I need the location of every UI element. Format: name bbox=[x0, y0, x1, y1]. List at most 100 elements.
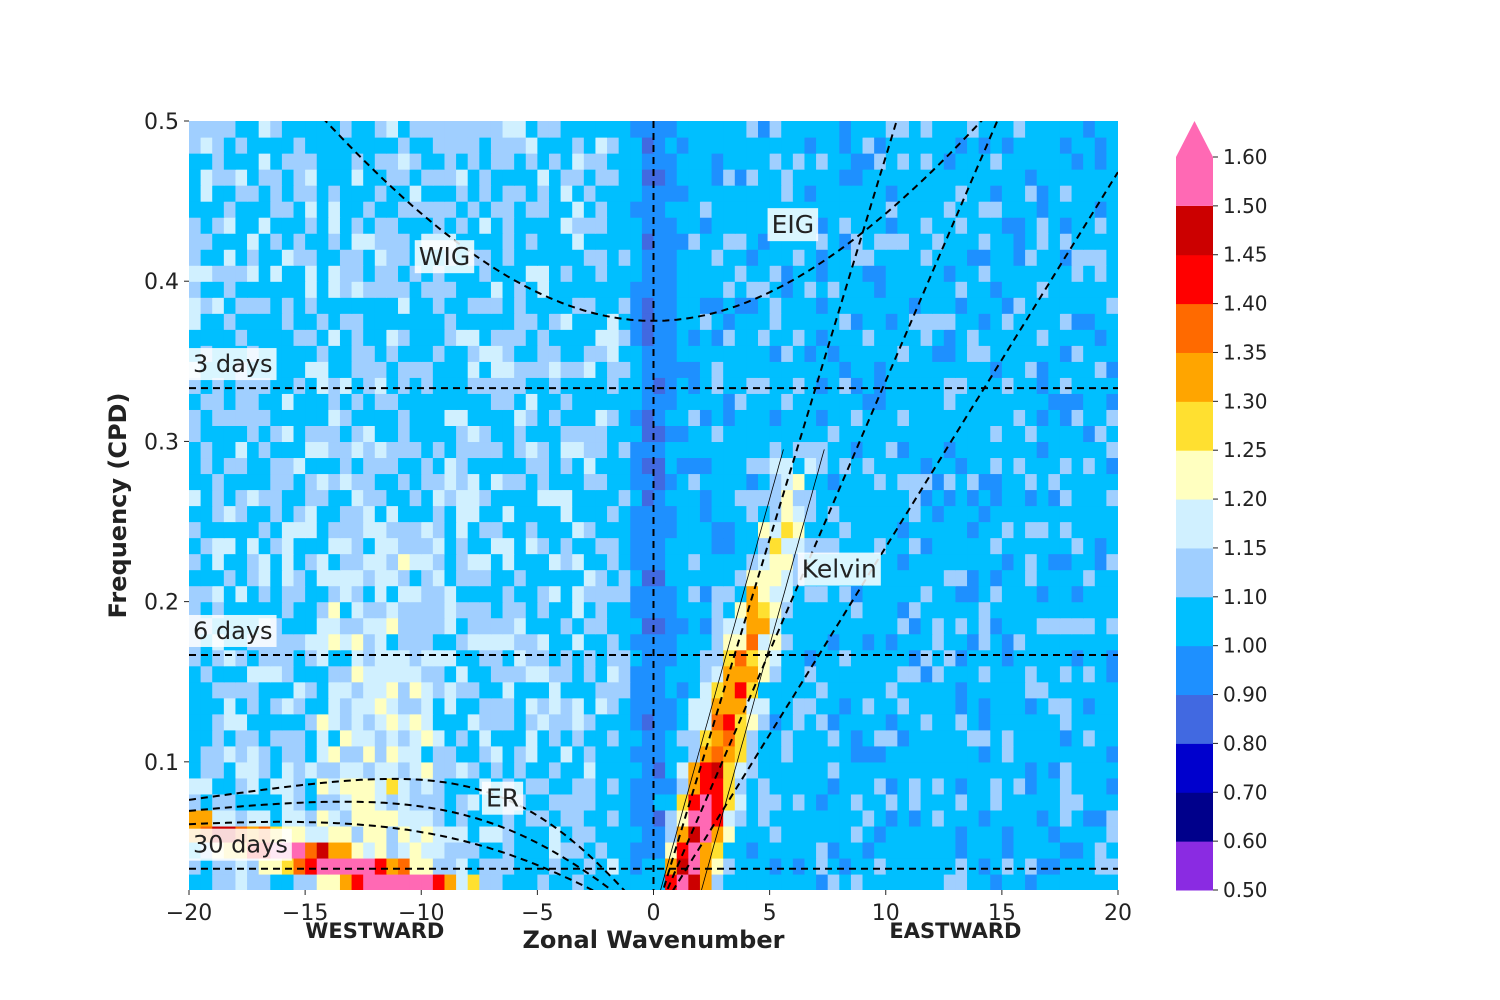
heatmap-cell bbox=[468, 121, 480, 138]
heatmap-cell bbox=[1013, 473, 1025, 490]
heatmap-cell bbox=[584, 570, 596, 587]
heatmap-cell bbox=[793, 762, 805, 779]
heatmap-cell bbox=[654, 281, 666, 298]
heatmap-cell bbox=[235, 538, 247, 555]
heatmap-cell bbox=[386, 714, 398, 731]
heatmap-cell bbox=[1095, 473, 1107, 490]
heatmap-cell bbox=[955, 265, 967, 282]
heatmap-cell bbox=[909, 650, 921, 667]
heatmap-cell bbox=[654, 265, 666, 282]
heatmap-cell bbox=[712, 233, 724, 250]
heatmap-cell bbox=[503, 329, 515, 346]
heatmap-cell bbox=[770, 441, 782, 458]
heatmap-cell bbox=[444, 137, 456, 154]
heatmap-cell bbox=[526, 698, 538, 715]
heatmap-cell bbox=[746, 441, 758, 458]
heatmap-cell bbox=[851, 666, 863, 683]
heatmap-cell bbox=[979, 874, 991, 891]
heatmap-cell bbox=[386, 393, 398, 410]
heatmap-cell bbox=[839, 169, 851, 186]
heatmap-cell bbox=[386, 377, 398, 394]
heatmap-cell bbox=[863, 137, 875, 154]
heatmap-cell bbox=[723, 169, 735, 186]
heatmap-cell bbox=[572, 313, 584, 330]
heatmap-cell bbox=[444, 666, 456, 683]
heatmap-cell bbox=[874, 874, 886, 891]
heatmap-cell bbox=[874, 506, 886, 523]
colorbar-segment bbox=[1176, 499, 1213, 548]
heatmap-cell bbox=[828, 650, 840, 667]
heatmap-cell bbox=[1060, 185, 1072, 202]
heatmap-cell bbox=[340, 345, 352, 362]
heatmap-cell bbox=[503, 137, 515, 154]
heatmap-cell bbox=[456, 457, 468, 474]
heatmap-cell bbox=[1037, 217, 1049, 234]
heatmap-cell bbox=[503, 233, 515, 250]
heatmap-cell bbox=[851, 650, 863, 667]
heatmap-cell bbox=[921, 714, 933, 731]
heatmap-cell bbox=[595, 522, 607, 539]
heatmap-cell bbox=[1072, 345, 1084, 362]
heatmap-cell bbox=[537, 634, 549, 651]
heatmap-cell bbox=[340, 393, 352, 410]
heatmap-cell bbox=[955, 169, 967, 186]
heatmap-cell bbox=[642, 714, 654, 731]
heatmap-cell bbox=[1013, 586, 1025, 603]
colorbar-segment bbox=[1176, 206, 1213, 255]
heatmap-cell bbox=[688, 409, 700, 426]
heatmap-cell bbox=[224, 762, 236, 779]
heatmap-cell bbox=[828, 281, 840, 298]
heatmap-cell bbox=[1037, 457, 1049, 474]
heatmap-cell bbox=[723, 826, 735, 843]
heatmap-cell bbox=[804, 858, 816, 875]
heatmap-cell bbox=[572, 586, 584, 603]
heatmap-cell bbox=[305, 489, 317, 506]
heatmap-cell bbox=[375, 874, 387, 891]
heatmap-cell bbox=[909, 506, 921, 523]
heatmap-cell bbox=[839, 137, 851, 154]
heatmap-cell bbox=[201, 698, 213, 715]
heatmap-cell bbox=[804, 794, 816, 811]
heatmap-cell bbox=[874, 185, 886, 202]
heatmap-cell bbox=[723, 281, 735, 298]
heatmap-cell bbox=[851, 746, 863, 763]
heatmap-cell bbox=[816, 281, 828, 298]
heatmap-cell bbox=[235, 666, 247, 683]
heatmap-cell bbox=[677, 554, 689, 571]
heatmap-cell bbox=[1060, 522, 1072, 539]
heatmap-cell bbox=[282, 249, 294, 266]
heatmap-cell bbox=[967, 345, 979, 362]
heatmap-cell bbox=[642, 506, 654, 523]
heatmap-cell bbox=[352, 874, 364, 891]
heatmap-cell bbox=[468, 714, 480, 731]
heatmap-cell bbox=[247, 698, 259, 715]
heatmap-cell bbox=[1060, 441, 1072, 458]
heatmap-cell bbox=[595, 377, 607, 394]
heatmap-cell bbox=[595, 538, 607, 555]
heatmap-cell bbox=[654, 185, 666, 202]
heatmap-cell bbox=[282, 730, 294, 747]
heatmap-cell bbox=[201, 409, 213, 426]
heatmap-cell bbox=[282, 586, 294, 603]
heatmap-cell bbox=[317, 842, 329, 859]
heatmap-cell bbox=[282, 361, 294, 378]
heatmap-cell bbox=[340, 217, 352, 234]
heatmap-cell bbox=[909, 377, 921, 394]
heatmap-cell bbox=[1013, 313, 1025, 330]
heatmap-cell bbox=[746, 473, 758, 490]
heatmap-cell bbox=[839, 249, 851, 266]
heatmap-cell bbox=[642, 409, 654, 426]
heatmap-cell bbox=[294, 538, 306, 555]
heatmap-cell bbox=[503, 730, 515, 747]
heatmap-cell bbox=[897, 538, 909, 555]
heatmap-cell bbox=[537, 874, 549, 891]
heatmap-cell bbox=[863, 522, 875, 539]
heatmap-cell bbox=[770, 281, 782, 298]
heatmap-cell bbox=[433, 570, 445, 587]
heatmap-cell bbox=[503, 714, 515, 731]
heatmap-cell bbox=[793, 169, 805, 186]
heatmap-cell bbox=[375, 618, 387, 635]
heatmap-cell bbox=[224, 522, 236, 539]
heatmap-cell bbox=[1025, 233, 1037, 250]
heatmap-cell bbox=[317, 249, 329, 266]
